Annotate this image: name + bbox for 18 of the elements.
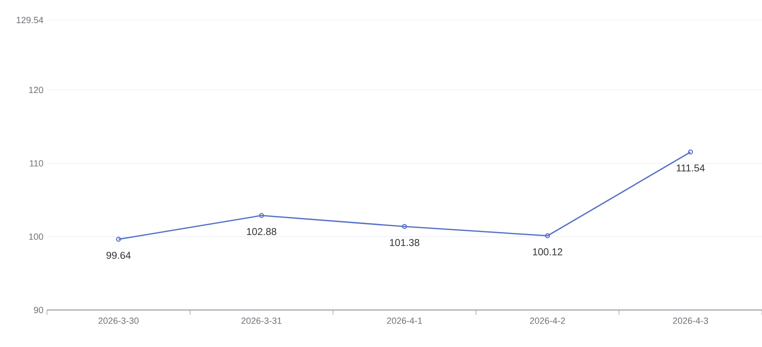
data-label: 99.64 [106,252,131,259]
x-tick-label: 2026-4-2 [530,318,565,324]
data-label: 100.12 [533,248,562,256]
x-tick-label: 2026-4-1 [387,318,422,324]
data-label: 102.88 [247,228,276,236]
data-label: 101.38 [390,239,420,246]
y-tick-label: 120 [29,86,44,94]
x-tick-label: 2026-3-31 [242,318,282,324]
y-tick-label: 129.54 [16,16,44,24]
y-tick-label: 110 [30,160,44,166]
y-tick-label: 90 [34,306,44,314]
point [402,224,407,230]
x-tick-label: 2026-3-30 [98,318,139,324]
data-label: 111.54 [676,164,705,172]
x-tick-label: 2026-4-3 [673,318,708,324]
y-tick-label: 100 [29,233,44,240]
point [545,233,550,238]
point [259,213,264,218]
